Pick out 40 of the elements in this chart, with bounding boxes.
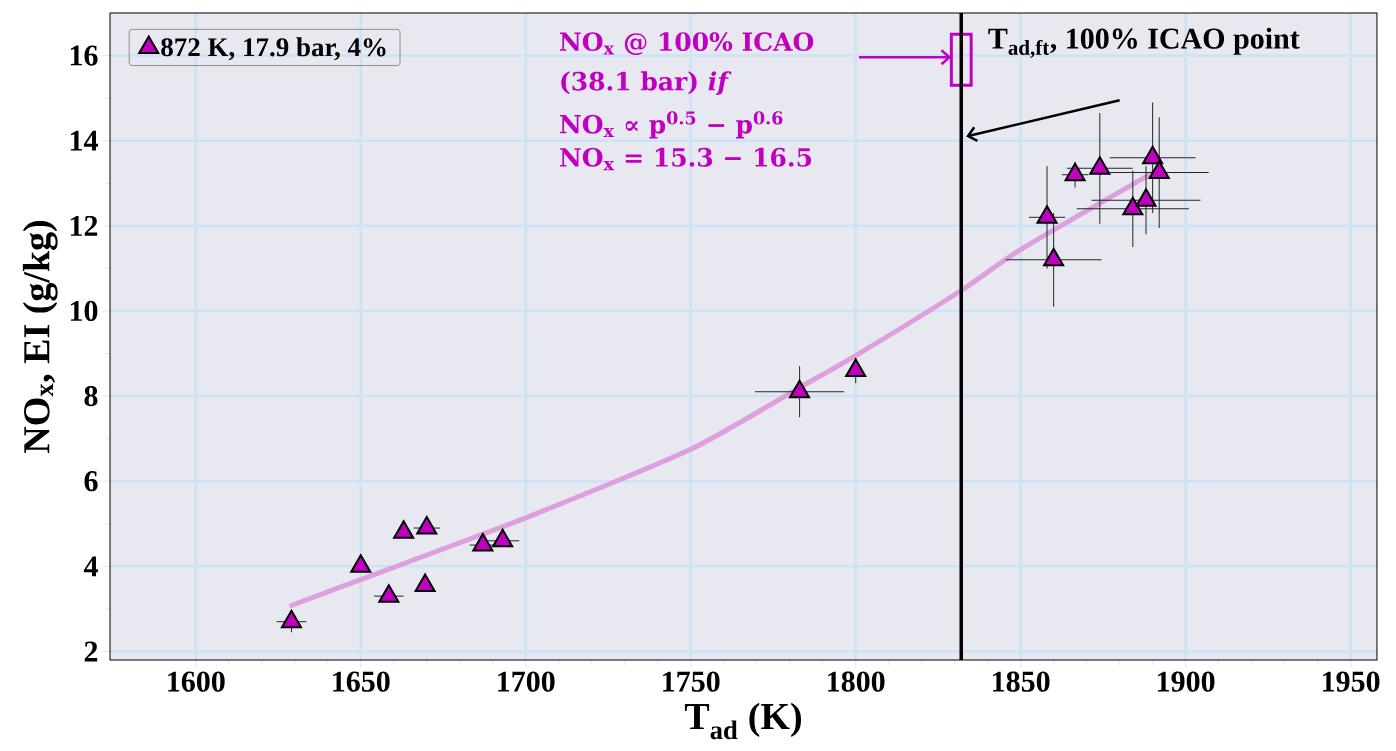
y-tick-label: 8 bbox=[84, 385, 98, 407]
x-axis-title: T$_{ad}$ (K) bbox=[684, 702, 801, 740]
y-tick-label: 2 bbox=[84, 641, 98, 662]
point bbox=[1122, 196, 1144, 216]
point bbox=[350, 554, 372, 573]
y-tick-label: 16 bbox=[70, 45, 98, 66]
annotation: (38.1 bar) if bbox=[561, 71, 732, 96]
point bbox=[1089, 156, 1111, 175]
ref-line-label: T$_{ad,ft}$, 100% ICAO point bbox=[988, 27, 1300, 58]
y-tick-label: 4 bbox=[83, 556, 98, 577]
point bbox=[472, 533, 494, 552]
x-tick-label: 1900 bbox=[1158, 671, 1215, 692]
y-tick-label: 12 bbox=[70, 215, 98, 236]
y-tick-label: 6 bbox=[84, 471, 98, 492]
point bbox=[378, 584, 400, 603]
x-tick-label: 1700 bbox=[498, 671, 555, 692]
annotation: NO$_{x}$ ∝ p$^{0.5}$ − p$^{0.6}$ bbox=[560, 111, 783, 139]
point bbox=[280, 609, 302, 629]
x-tick-label: 1600 bbox=[168, 671, 225, 692]
y-tick-label: 14 bbox=[70, 130, 98, 151]
point bbox=[1142, 145, 1164, 165]
point bbox=[1148, 160, 1170, 180]
x-tick-label: 1650 bbox=[333, 671, 390, 692]
point bbox=[393, 520, 415, 539]
point bbox=[416, 516, 438, 535]
point bbox=[1135, 188, 1157, 207]
point bbox=[1036, 205, 1058, 224]
y-tick-label: 10 bbox=[70, 300, 98, 322]
annotation: NO$_{x}$ @ 100% ICAO bbox=[560, 32, 814, 56]
x-tick-label: 1750 bbox=[663, 671, 720, 692]
legend-label: 872 K, 17.9 bar, 4% bbox=[161, 37, 386, 61]
point bbox=[414, 573, 436, 592]
x-tick-label: 1850 bbox=[993, 671, 1050, 692]
point bbox=[492, 528, 514, 548]
annotation: NO$_{x}$ = 15.3 − 16.5 bbox=[560, 147, 812, 171]
x-tick-label: 1950 bbox=[1322, 671, 1380, 692]
x-tick-label: 1800 bbox=[828, 671, 885, 692]
point bbox=[1043, 247, 1065, 267]
y-axis-title: NO$_{x}$, EI (g/kg) bbox=[22, 220, 58, 453]
point bbox=[789, 379, 811, 399]
